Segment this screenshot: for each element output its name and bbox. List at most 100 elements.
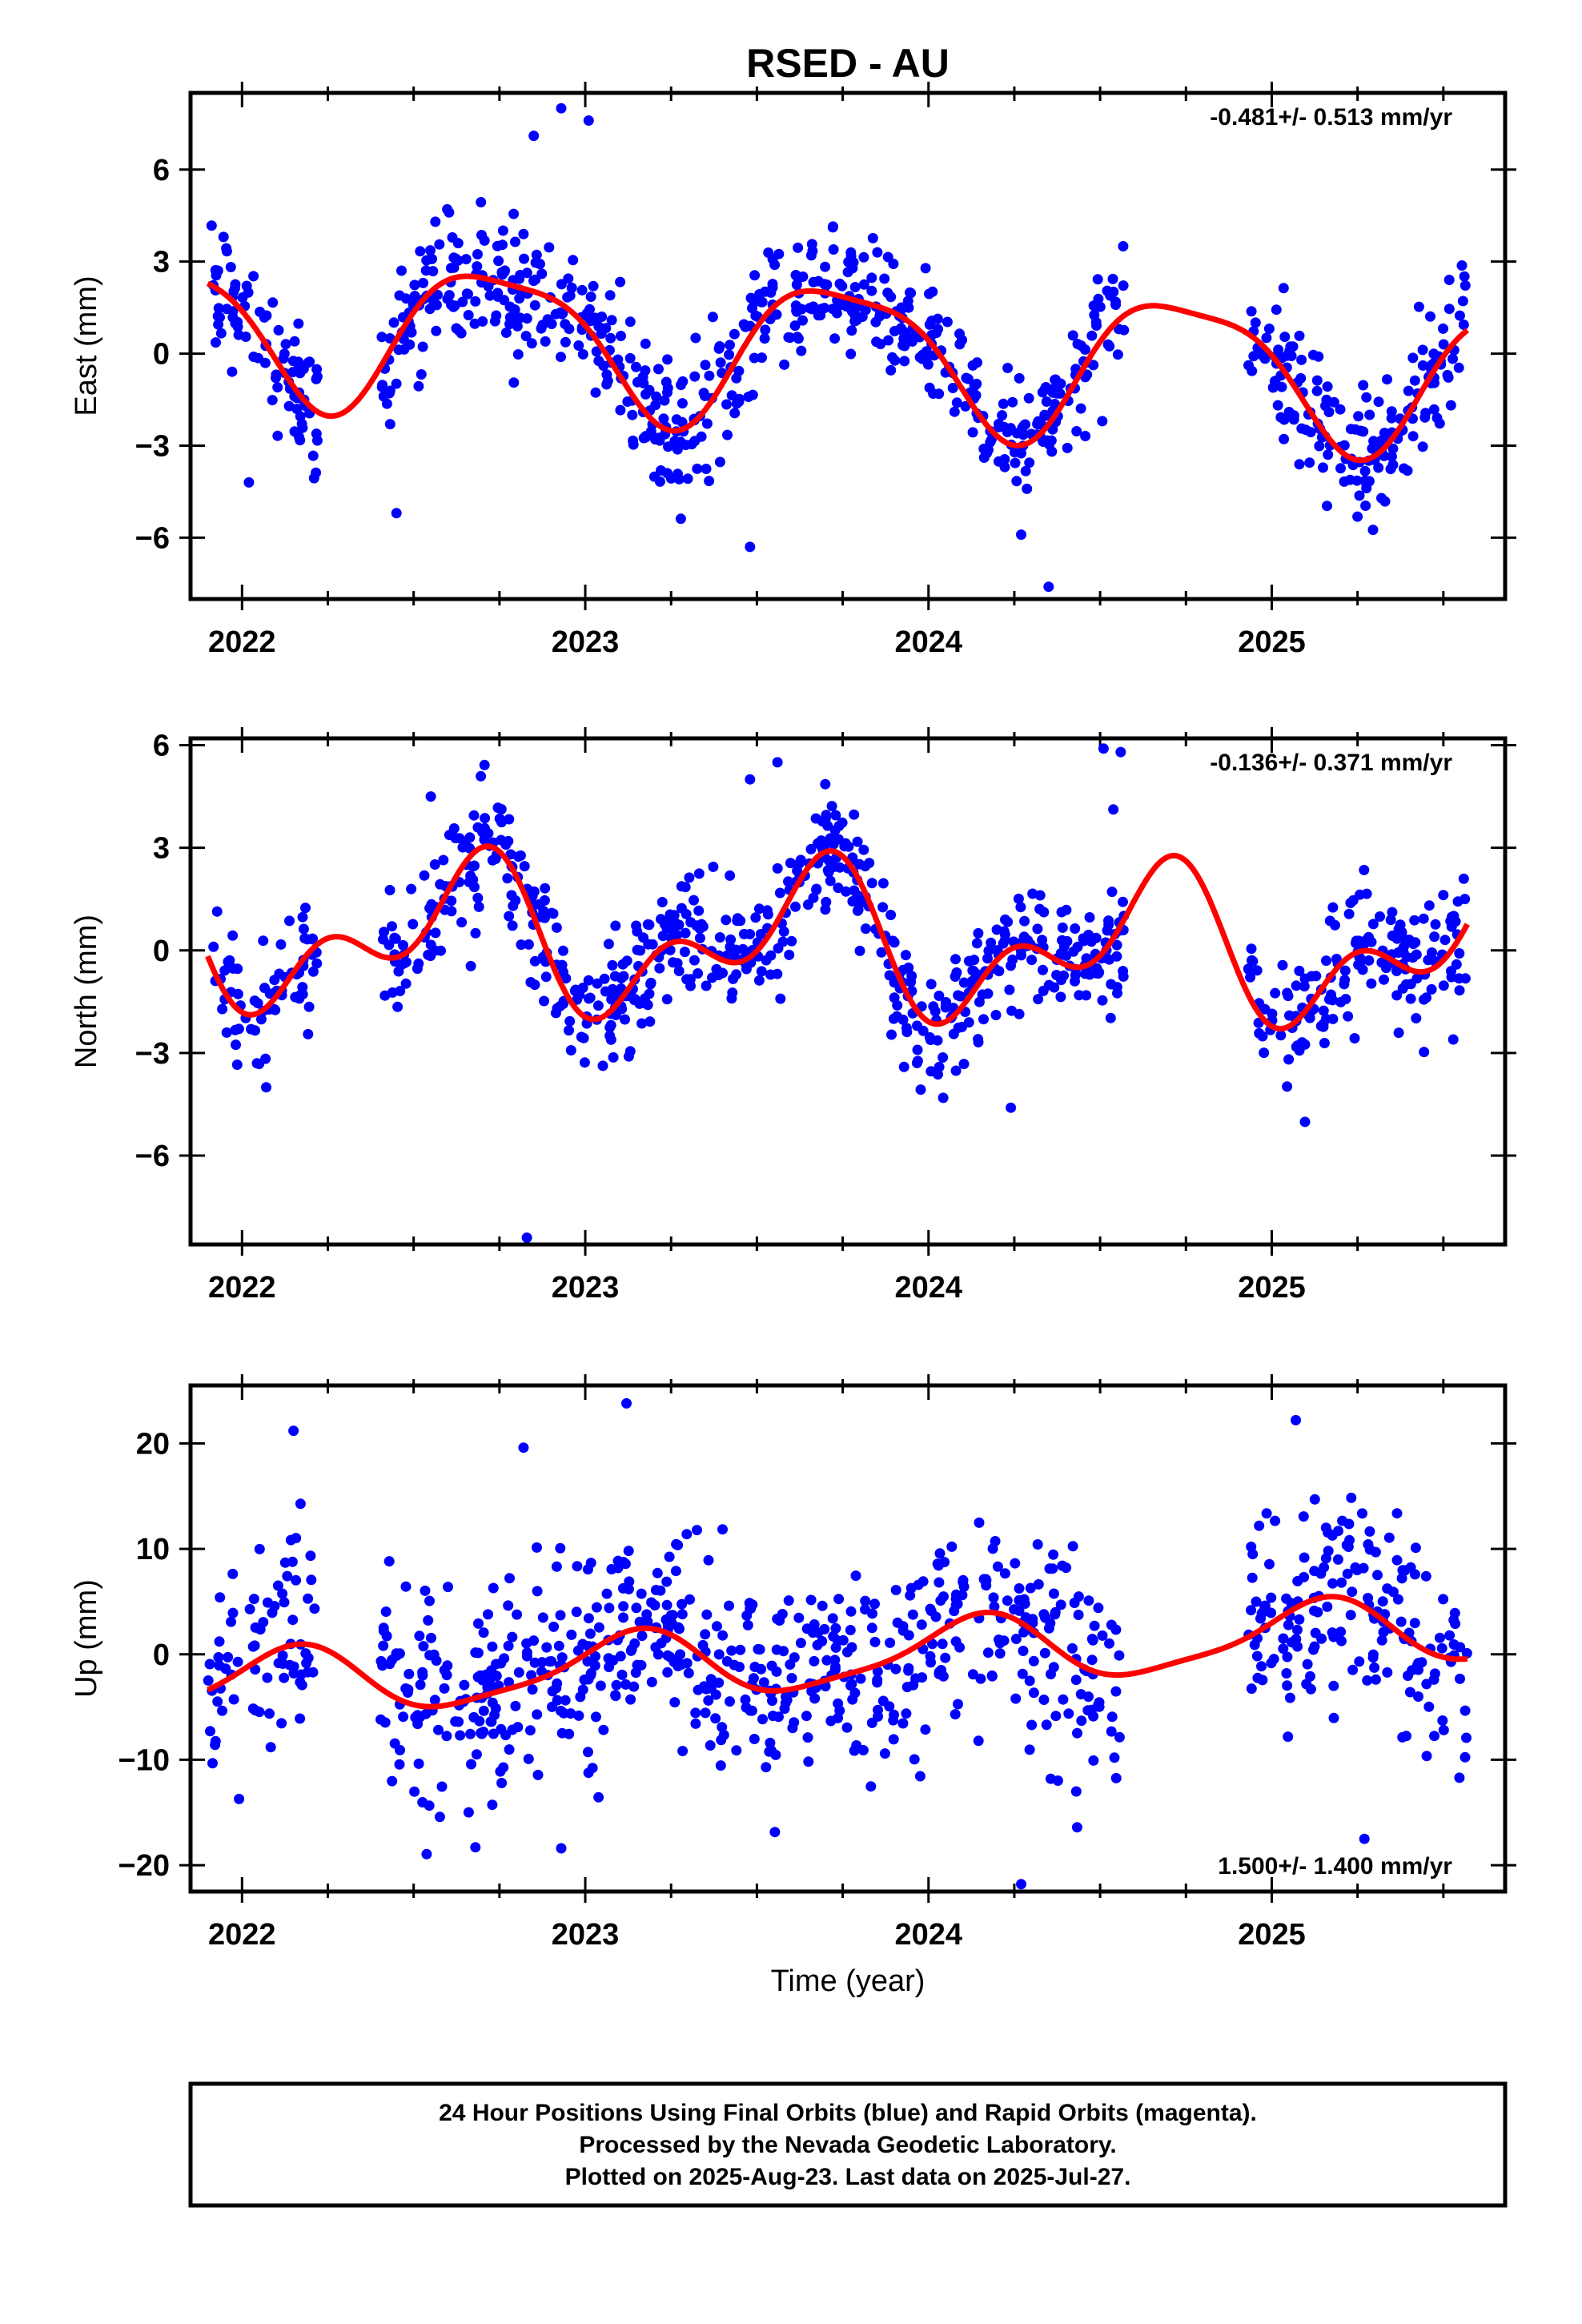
data-point: [889, 977, 900, 988]
data-point: [1393, 1027, 1404, 1039]
data-point: [742, 1619, 753, 1630]
footer-frame: [188, 2081, 1508, 2208]
data-point: [821, 279, 833, 290]
data-point: [829, 1664, 841, 1675]
data-point: [288, 1425, 299, 1437]
data-point: [753, 903, 765, 915]
data-point: [1382, 374, 1392, 385]
data-point: [833, 1594, 845, 1605]
data-point: [1420, 408, 1431, 419]
data-point: [1084, 969, 1095, 980]
data-point: [598, 1724, 609, 1735]
data-point: [698, 388, 709, 399]
data-point: [924, 319, 935, 330]
data-point: [556, 1652, 568, 1663]
data-point: [1410, 1542, 1421, 1554]
data-point: [1318, 462, 1328, 473]
data-point: [790, 270, 801, 280]
data-point: [950, 1065, 962, 1076]
data-point: [869, 1636, 881, 1647]
data-point: [379, 927, 389, 938]
data-point: [295, 1677, 306, 1687]
data-point: [975, 1673, 986, 1684]
data-point: [398, 939, 408, 951]
data-point: [1409, 1618, 1420, 1629]
data-point: [1033, 994, 1044, 1005]
data-point: [912, 1055, 923, 1067]
data-point: [657, 931, 669, 942]
data-point: [1025, 1582, 1036, 1594]
data-point: [593, 321, 604, 332]
data-point: [1343, 1011, 1354, 1022]
data-point: [1387, 931, 1398, 941]
data-point: [477, 316, 488, 327]
data-point: [1443, 275, 1455, 285]
data-point: [1460, 1751, 1471, 1763]
data-point: [472, 249, 483, 259]
data-point: [217, 1003, 228, 1015]
data-point: [1400, 979, 1411, 990]
data-point: [515, 312, 526, 324]
data-point: [888, 1734, 899, 1745]
data-point: [669, 910, 680, 921]
data-point: [523, 1753, 534, 1764]
data-point: [783, 1595, 794, 1606]
data-point: [1256, 1661, 1267, 1672]
data-point: [865, 1781, 877, 1792]
data-point: [298, 923, 309, 935]
data-point: [532, 1586, 543, 1597]
data-point: [1028, 1655, 1039, 1667]
data-point: [791, 306, 802, 317]
data-point: [998, 926, 1010, 937]
data-point: [483, 1609, 493, 1620]
data-point: [551, 922, 562, 933]
east-xtick-label: 2024: [894, 625, 962, 659]
data-point: [1088, 360, 1099, 371]
data-point: [1073, 1610, 1084, 1620]
data-point: [1409, 375, 1420, 386]
data-point: [830, 810, 841, 821]
north-xtick-label: 2022: [208, 1271, 276, 1305]
data-point: [683, 1667, 694, 1679]
data-point: [1039, 1647, 1050, 1659]
north-ytick-label: −6: [135, 1140, 170, 1173]
up-panel: −20 −10 0 10 20 2022 2023 2024 2025 Up (…: [70, 1374, 1516, 1952]
data-point: [715, 1760, 726, 1771]
data-point: [575, 1691, 586, 1703]
data-point: [408, 919, 419, 930]
data-point: [387, 1775, 398, 1787]
data-point: [303, 1593, 314, 1604]
data-point: [1276, 381, 1287, 392]
data-point: [986, 1671, 998, 1682]
data-point: [1461, 1647, 1472, 1659]
data-point: [250, 1622, 261, 1633]
data-point: [1347, 1586, 1358, 1598]
data-point: [1084, 912, 1095, 923]
data-point: [1446, 966, 1456, 977]
data-point: [488, 1582, 499, 1594]
data-point: [300, 903, 311, 914]
data-point: [429, 1695, 440, 1706]
data-point: [701, 980, 712, 991]
data-point: [444, 207, 455, 218]
data-point: [521, 1651, 532, 1662]
data-point: [1387, 907, 1398, 918]
up-data-points: [203, 1397, 1472, 1890]
data-point: [1279, 332, 1291, 343]
data-point: [842, 267, 853, 278]
data-point: [1044, 1563, 1055, 1574]
data-point: [1002, 1595, 1013, 1606]
data-point: [470, 296, 481, 307]
data-point: [593, 1622, 604, 1633]
data-point: [841, 1647, 853, 1658]
data-point: [526, 338, 537, 349]
data-point: [505, 849, 516, 860]
data-point: [654, 435, 665, 446]
data-point: [662, 387, 673, 398]
data-point: [1043, 979, 1054, 991]
data-point: [676, 903, 687, 914]
data-point: [662, 1667, 673, 1678]
data-point: [604, 290, 616, 301]
data-point: [802, 1732, 813, 1743]
data-point: [845, 1625, 856, 1635]
